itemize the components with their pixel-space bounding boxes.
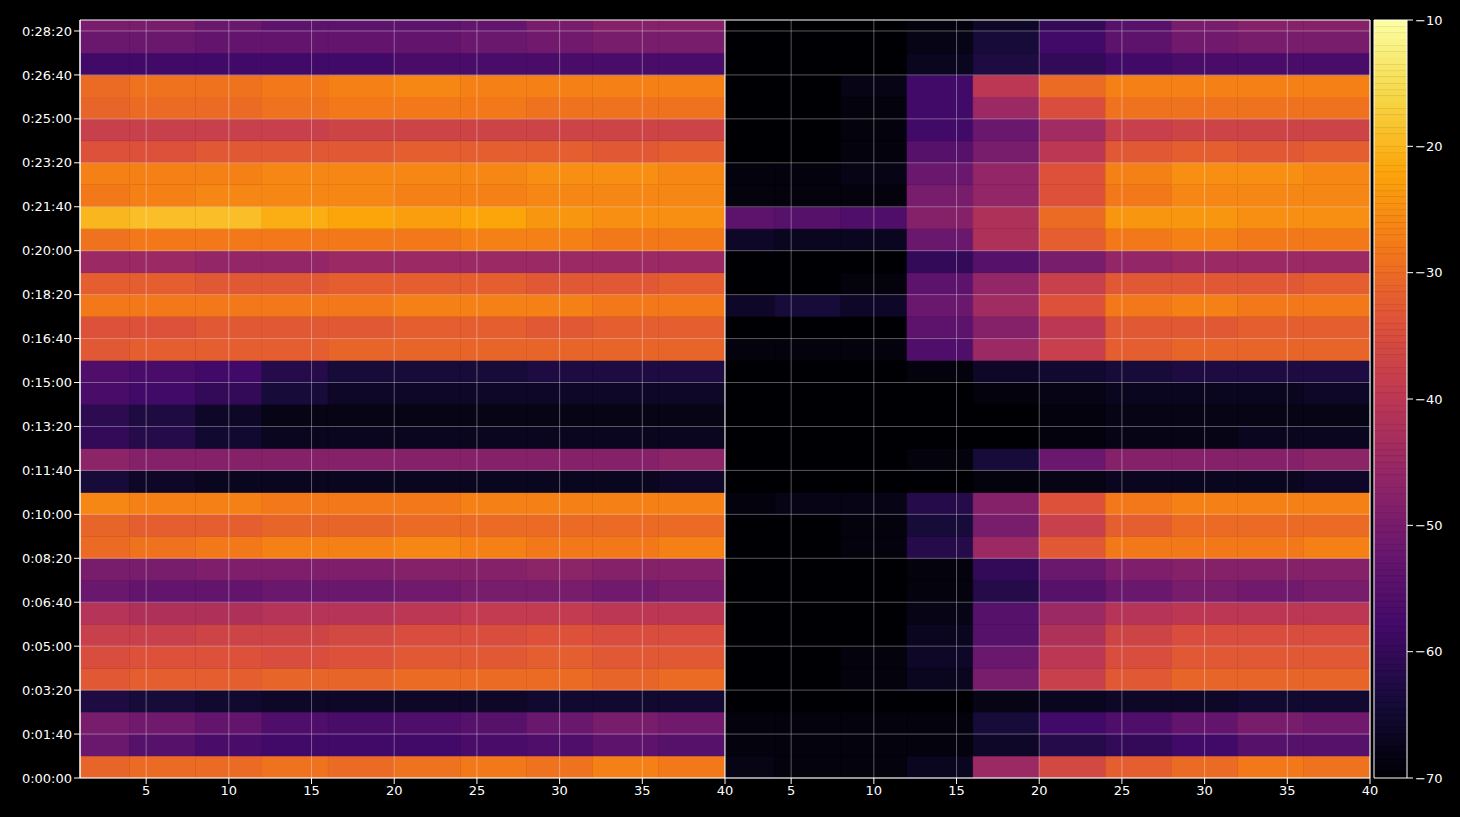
svg-text:25: 25: [1114, 783, 1131, 798]
svg-text:−20: −20: [1415, 139, 1442, 154]
svg-text:40: 40: [1362, 783, 1379, 798]
svg-text:0:05:00: 0:05:00: [22, 639, 72, 654]
svg-text:15: 15: [303, 783, 320, 798]
svg-text:0:15:00: 0:15:00: [22, 375, 72, 390]
svg-text:0:13:20: 0:13:20: [22, 419, 72, 434]
svg-text:0:28:20: 0:28:20: [22, 24, 72, 39]
svg-text:35: 35: [634, 783, 651, 798]
svg-text:5: 5: [142, 783, 150, 798]
svg-text:0:00:00: 0:00:00: [22, 771, 72, 786]
svg-text:0:11:40: 0:11:40: [22, 463, 72, 478]
svg-text:0:01:40: 0:01:40: [22, 727, 72, 742]
svg-text:0:21:40: 0:21:40: [22, 199, 72, 214]
svg-text:−30: −30: [1415, 265, 1442, 280]
svg-text:−60: −60: [1415, 644, 1442, 659]
svg-text:15: 15: [948, 783, 965, 798]
svg-text:30: 30: [1196, 783, 1213, 798]
svg-text:0:16:40: 0:16:40: [22, 331, 72, 346]
svg-text:0:03:20: 0:03:20: [22, 683, 72, 698]
svg-text:40: 40: [717, 783, 734, 798]
svg-text:0:26:40: 0:26:40: [22, 68, 72, 83]
svg-text:25: 25: [469, 783, 486, 798]
svg-text:10: 10: [866, 783, 883, 798]
svg-text:−50: −50: [1415, 518, 1442, 533]
svg-text:20: 20: [386, 783, 403, 798]
svg-text:10: 10: [221, 783, 238, 798]
svg-text:0:23:20: 0:23:20: [22, 155, 72, 170]
svg-text:35: 35: [1279, 783, 1296, 798]
svg-text:0:08:20: 0:08:20: [22, 551, 72, 566]
svg-text:0:06:40: 0:06:40: [22, 595, 72, 610]
svg-text:0:10:00: 0:10:00: [22, 507, 72, 522]
svg-text:−70: −70: [1415, 771, 1442, 786]
svg-text:0:25:00: 0:25:00: [22, 111, 72, 126]
svg-text:5: 5: [787, 783, 795, 798]
svg-text:−40: −40: [1415, 392, 1442, 407]
svg-text:20: 20: [1031, 783, 1048, 798]
svg-text:30: 30: [551, 783, 568, 798]
svg-text:−10: −10: [1415, 13, 1442, 28]
svg-text:0:18:20: 0:18:20: [22, 287, 72, 302]
svg-text:0:20:00: 0:20:00: [22, 243, 72, 258]
